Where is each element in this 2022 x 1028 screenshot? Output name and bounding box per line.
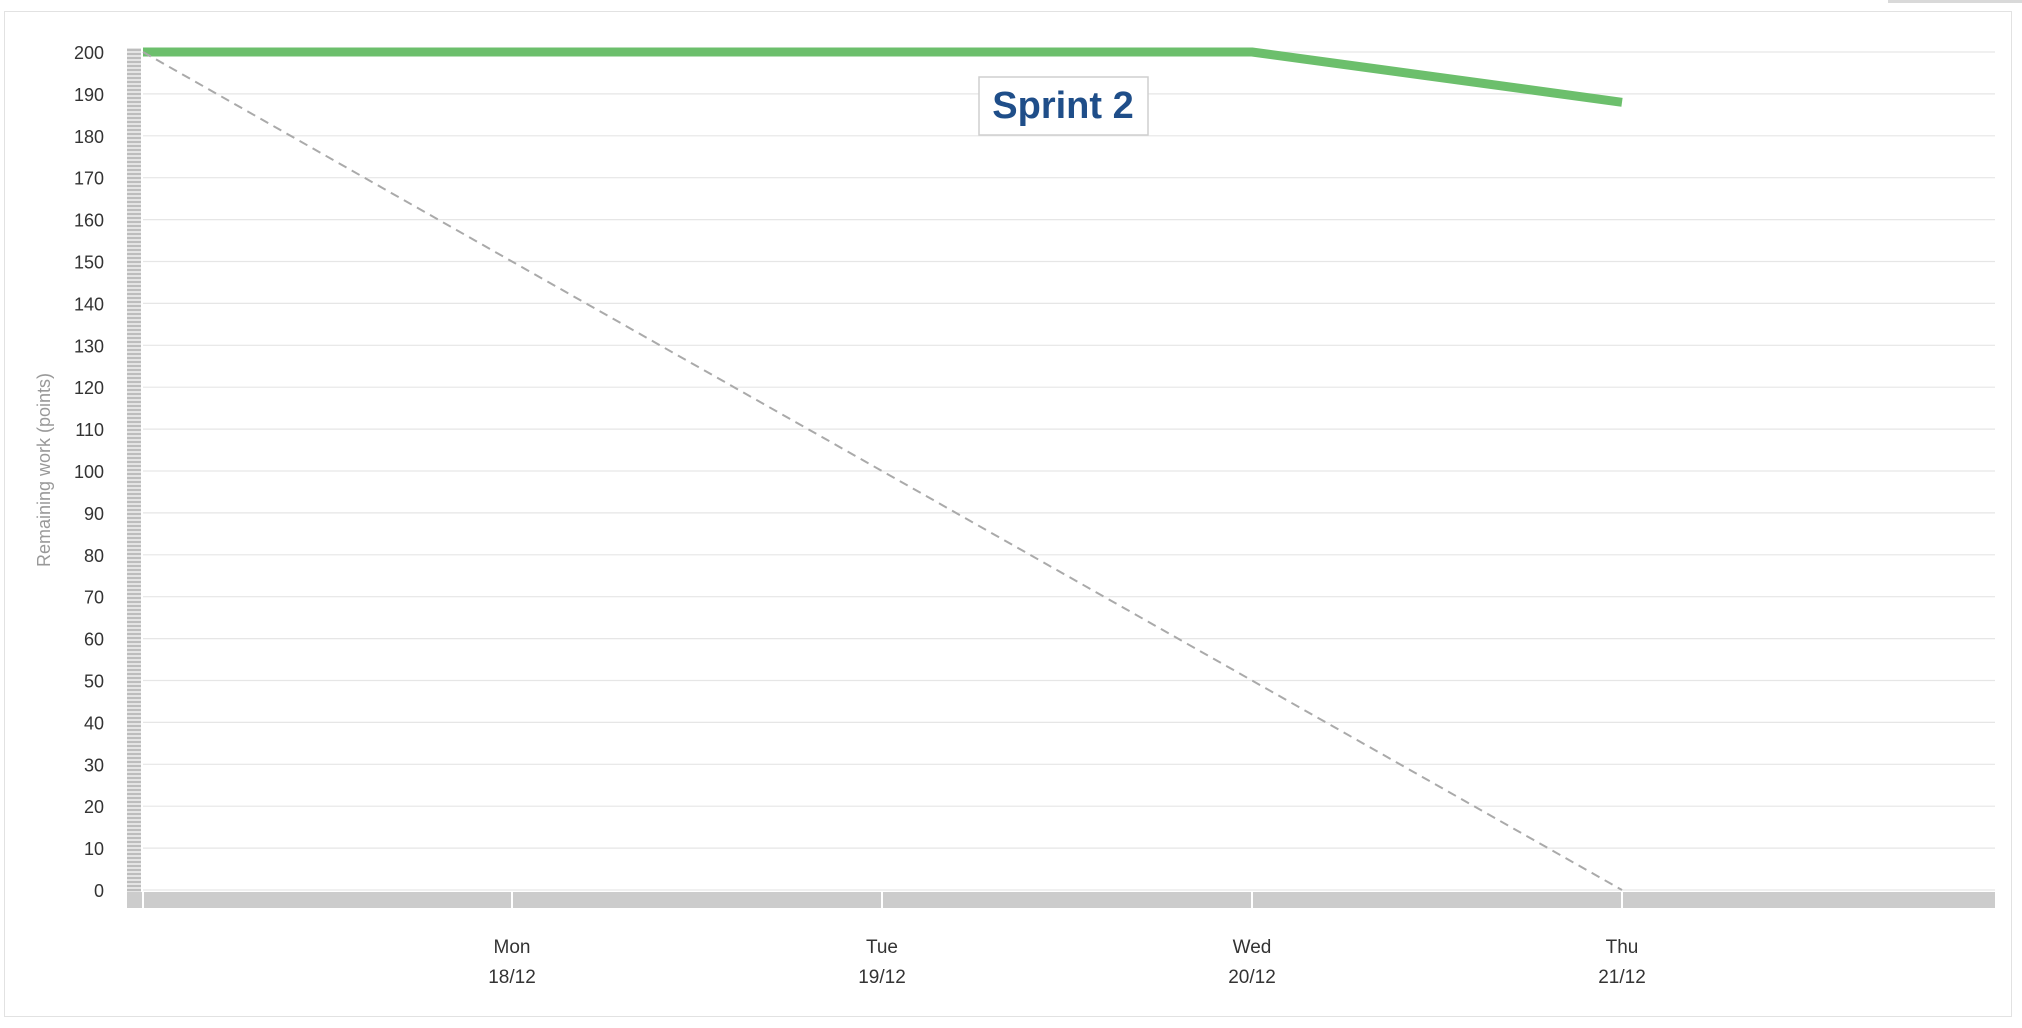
x-tick-day: Wed (1233, 937, 1272, 958)
y-tick-label: 190 (74, 85, 104, 105)
y-axis-title: Remaining work (points) (34, 373, 54, 567)
y-tick-label: 140 (74, 294, 104, 314)
corner-tab (1888, 0, 2022, 3)
chart-container (4, 11, 2012, 1017)
axes (127, 48, 1995, 908)
chart-title: Sprint 2 (992, 85, 1133, 127)
y-tick-label: 20 (84, 797, 104, 817)
x-tick-day: Tue (866, 937, 898, 958)
series (142, 47, 1623, 891)
y-tick-label: 40 (84, 713, 104, 733)
y-tick-label: 100 (74, 462, 104, 482)
y-tick-label: 60 (84, 630, 104, 650)
x-tick-day: Thu (1606, 937, 1639, 958)
y-tick-label: 200 (74, 43, 104, 63)
grid-lines (143, 51, 1995, 891)
y-tick-label: 170 (74, 169, 104, 189)
x-tick-date: 19/12 (858, 967, 906, 988)
y-tick-label: 50 (84, 672, 104, 692)
y-tick-label: 30 (84, 755, 104, 775)
x-axis-ticks: Mon 18/12 Tue 19/12 Wed 20/12 Thu 21/12 (488, 937, 1646, 988)
y-tick-label: 10 (84, 839, 104, 859)
ideal-burndown-line (142, 51, 1623, 891)
x-tick-date: 20/12 (1228, 967, 1276, 988)
y-tick-label: 80 (84, 546, 104, 566)
remaining-work-line (143, 47, 1623, 107)
title-box-border (978, 76, 1149, 136)
x-axis-band (127, 892, 1995, 908)
y-tick-label: 110 (75, 420, 104, 440)
y-tick-label: 130 (74, 336, 104, 356)
y-tick-label: 90 (84, 504, 104, 524)
x-tick-date: 21/12 (1598, 967, 1646, 988)
x-tick-day: Mon (494, 937, 531, 958)
y-tick-label: 0 (94, 881, 104, 901)
x-tick-date: 18/12 (488, 967, 536, 988)
y-tick-label: 180 (74, 127, 104, 147)
y-tick-label: 160 (74, 211, 104, 231)
y-axis-band (127, 48, 141, 904)
y-tick-label: 120 (74, 378, 104, 398)
y-axis-ticks: 0 10 20 30 40 50 60 70 80 90 100 110 120 130 140 150 160… (74, 43, 104, 901)
chart-title-box: Sprint 2 (978, 76, 1149, 136)
y-tick-label: 70 (84, 588, 104, 608)
y-tick-label: 150 (74, 253, 104, 273)
